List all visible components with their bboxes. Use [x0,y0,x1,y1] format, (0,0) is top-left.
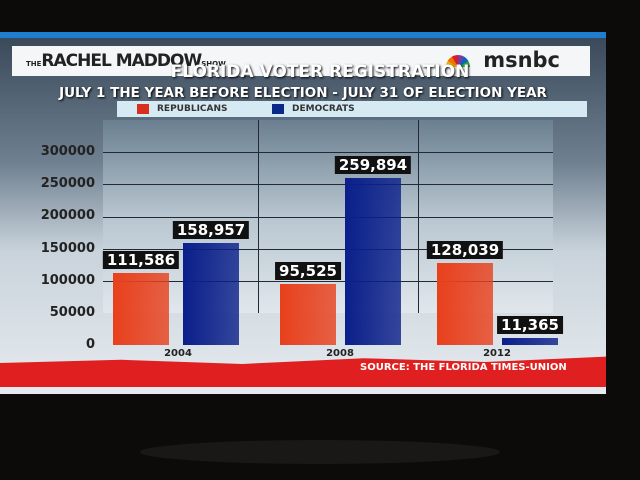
legend-swatch [137,104,149,114]
bar-democrats-2008 [345,177,401,345]
bar-republicans-2012 [437,262,493,345]
legend-label: DEMOCRATS [292,104,355,114]
show-logo: THERACHEL MADDOWSHOW [26,51,226,71]
y-tick-label: 250000 [40,176,95,192]
data-label: 158,957 [172,220,250,239]
gridline [103,280,553,282]
x-tick-label: 2012 [483,348,511,359]
peacock-icon [446,55,470,67]
y-tick-label: 300000 [40,144,95,159]
y-tick-label: 50000 [49,304,95,320]
network-logo: msnbc [483,48,560,72]
gridline [418,120,419,313]
gridline [103,184,553,186]
x-tick-label: 2004 [164,348,192,359]
legend-swatch [272,104,284,114]
legend-democrats: DEMOCRATS [272,104,355,114]
data-label: 95,525 [275,261,341,280]
data-label: 111,586 [102,251,180,270]
y-tick-label: 0 [85,337,95,352]
source-note: SOURCE: THE FLORIDA TIMES-UNION [360,362,567,373]
y-tick-label: 150000 [40,240,95,256]
show-prefix: THE [26,60,42,68]
data-label: 128,039 [426,240,504,259]
y-tick-label: 100000 [40,272,95,288]
bar-democrats-2004 [183,242,239,345]
data-label: 259,894 [334,155,412,174]
show-header: THERACHEL MADDOWSHOW msnbc [12,46,590,76]
x-tick-label: 2008 [326,348,354,359]
gridline [103,248,553,250]
gridline [103,152,553,154]
bar-republicans-2008 [280,283,336,345]
show-suffix: SHOW [201,60,226,68]
bar-republicans-2004 [113,273,169,345]
gridline [258,120,259,313]
legend: REPUBLICANS DEMOCRATS [117,101,587,117]
legend-republicans: REPUBLICANS [137,104,228,114]
data-label: 11,365 [497,315,563,334]
y-tick-label: 200000 [40,208,95,224]
bar-democrats-2012 [502,337,558,345]
gridline [103,216,553,218]
show-name: RACHEL MADDOW [41,51,202,71]
legend-label: REPUBLICANS [157,104,228,114]
chart-subtitle: JULY 1 THE YEAR BEFORE ELECTION - JULY 3… [59,85,547,101]
footer-band [0,356,606,387]
chart-title: FLORIDA VOTER REGISTRATION [170,62,470,82]
tv-stand [140,440,500,464]
